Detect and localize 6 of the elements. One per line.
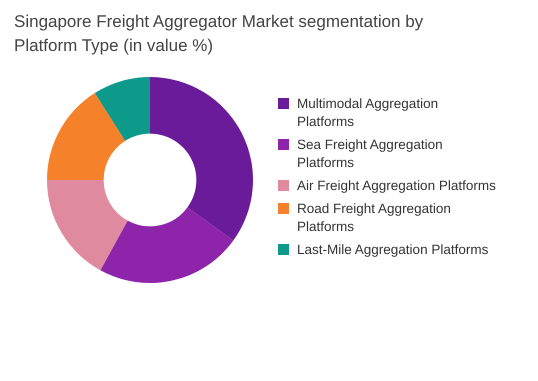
legend-label: Sea Freight Aggregation Platforms bbox=[297, 136, 444, 172]
legend-label: Last-Mile Aggregation Platforms bbox=[297, 241, 488, 259]
chart-title: Singapore Freight Aggregator Market segmentation by Platform Type (in value %) bbox=[14, 11, 424, 57]
legend-label: Road Freight Aggregation Platforms bbox=[297, 200, 452, 236]
legend-label: Air Freight Aggregation Platforms bbox=[297, 177, 496, 195]
legend-label: Multimodal Aggregation Platforms bbox=[297, 95, 440, 131]
